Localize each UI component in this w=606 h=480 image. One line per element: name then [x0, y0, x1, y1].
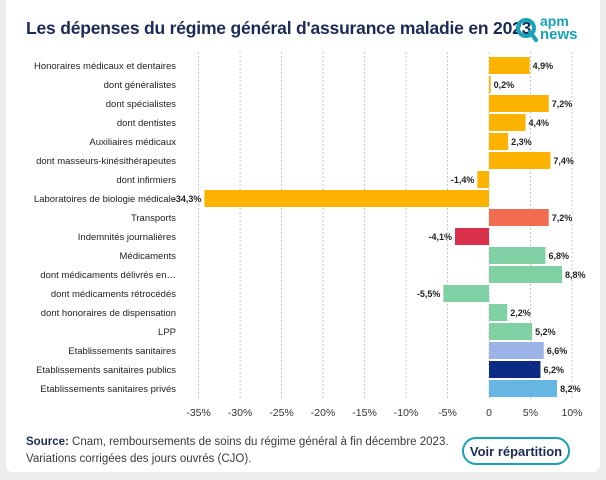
logo-text: apm news	[540, 14, 578, 42]
bar	[443, 285, 490, 302]
x-tick-label: 10%	[561, 407, 582, 419]
footer-note: Variations corrigées des jours ouvrés (C…	[26, 453, 252, 465]
source-label: Source:	[26, 436, 69, 448]
category-label: dont généralistes	[104, 80, 177, 91]
value-label: 7,4%	[553, 156, 574, 166]
category-label: Etablissements sanitaires	[68, 346, 176, 357]
value-label: -5,5%	[417, 289, 441, 299]
value-label: 5,2%	[535, 327, 556, 337]
category-label: Laboratoires de biologie médicale	[34, 194, 176, 205]
apm-news-logo: apm news	[516, 14, 596, 48]
category-label: Etablissements sanitaires publics	[36, 365, 176, 376]
category-label: Médicaments	[120, 251, 177, 262]
category-label: Honoraires médicaux et dentaires	[34, 61, 176, 72]
bar	[489, 209, 549, 226]
bar	[489, 361, 541, 378]
x-tick-label: -5%	[438, 407, 457, 419]
bar	[489, 304, 508, 321]
category-label: dont médicaments délivrés en…	[40, 270, 176, 281]
category-label: dont honoraires de dispensation	[41, 308, 176, 319]
value-label: 6,2%	[543, 365, 564, 375]
bar	[489, 133, 509, 150]
chart-title: Les dépenses du régime général d'assuran…	[26, 18, 532, 38]
bar	[489, 323, 533, 340]
x-tick-label: -20%	[311, 407, 336, 419]
category-label: Indemnités journalières	[78, 232, 176, 243]
bar-chart: -35% -30% -25% -20% -15% -10% -5% 0 5% 10% Honorai…	[34, 52, 586, 419]
apm-logo-icon	[516, 18, 538, 42]
value-label: 4,4%	[529, 118, 550, 128]
chart-card: Les dépenses du régime général d'assuran…	[6, 0, 600, 472]
value-label: 2,3%	[511, 137, 532, 147]
bar	[489, 380, 558, 397]
bar	[489, 342, 544, 359]
bar	[489, 266, 563, 283]
value-label: 2,2%	[510, 308, 531, 318]
category-label: dont dentistes	[117, 118, 176, 129]
bar	[477, 171, 490, 188]
x-tick-label: 5%	[523, 407, 538, 419]
chart-footer: Source: Cnam, remboursements de soins du…	[26, 434, 449, 468]
category-label: dont infirmiers	[116, 175, 176, 186]
bar	[489, 152, 551, 169]
value-label: 8,8%	[565, 270, 586, 280]
logo-line-news: news	[540, 26, 578, 43]
value-label: 7,2%	[552, 99, 573, 109]
x-tick-label: -30%	[228, 407, 253, 419]
category-label: Transports	[131, 213, 176, 224]
x-tick-label: -35%	[186, 407, 211, 419]
x-tick-label: -10%	[394, 407, 419, 419]
value-label: 6,6%	[547, 346, 568, 356]
bar	[489, 57, 530, 74]
category-label: Etablissements sanitaires privés	[40, 384, 176, 395]
value-label: -34,3%	[173, 194, 202, 204]
bar	[204, 190, 490, 207]
x-tick-label: 0	[486, 407, 492, 419]
value-label: 8,2%	[560, 384, 581, 394]
source-text: Cnam, remboursements de soins du régime …	[68, 436, 449, 448]
x-tick-label: -25%	[269, 407, 294, 419]
x-tick-label: -15%	[352, 407, 377, 419]
bar	[489, 95, 549, 112]
value-label: -4,1%	[428, 232, 452, 242]
value-label: 4,9%	[533, 61, 554, 71]
category-label: dont spécialistes	[106, 99, 176, 110]
value-label: 6,8%	[548, 251, 569, 261]
logo-line-apm: apm	[540, 13, 569, 29]
bar	[489, 114, 526, 131]
category-label: dont médicaments rétrocédés	[51, 289, 176, 300]
value-label: 0,2%	[494, 80, 515, 90]
voir-repartition-button[interactable]: Voir répartition	[462, 437, 570, 465]
category-label: dont masseurs-kinésithérapeutes	[36, 156, 176, 167]
value-label: -1,4%	[451, 175, 475, 185]
bar	[455, 228, 490, 245]
bar	[489, 247, 546, 264]
bar	[489, 76, 491, 93]
category-label: LPP	[158, 327, 176, 338]
category-label: Auxiliaires médicaux	[89, 137, 176, 148]
value-label: 7,2%	[552, 213, 573, 223]
